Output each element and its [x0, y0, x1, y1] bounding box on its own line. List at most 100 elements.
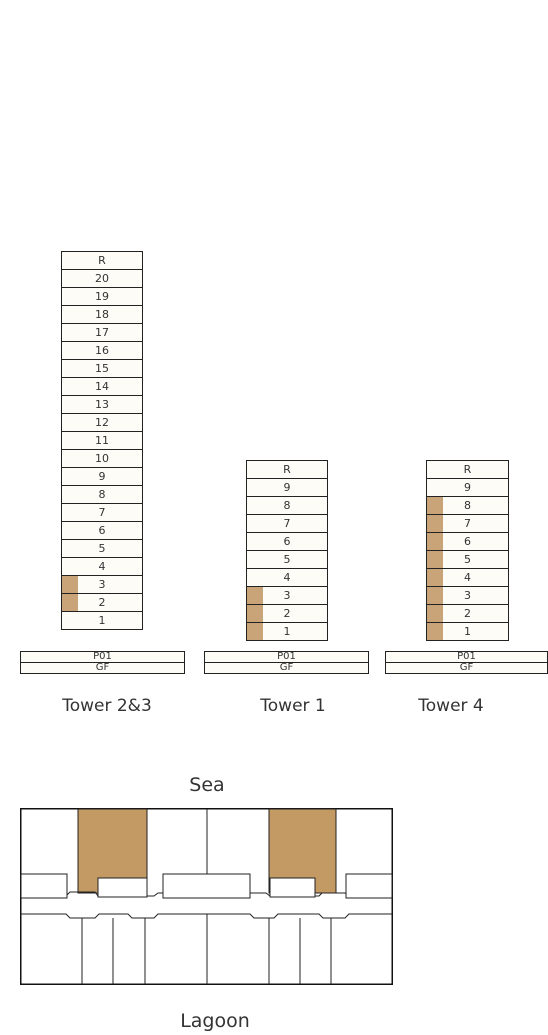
floor-label: 14 — [95, 380, 109, 393]
floor-20: 20 — [61, 269, 143, 288]
tower-label: Tower 4 — [418, 696, 484, 716]
floor-13: 13 — [61, 395, 143, 414]
floor-label: 8 — [464, 499, 471, 512]
block-2 — [97, 877, 148, 898]
floor-8: 8 — [426, 496, 509, 515]
floor-9: 9 — [246, 478, 328, 497]
floor-r: R — [246, 460, 328, 479]
floor-label: 2 — [283, 607, 291, 620]
floor-18: 18 — [61, 305, 143, 324]
floor-label: 6 — [464, 535, 471, 548]
floor-5: 5 — [426, 550, 509, 569]
highlight-marker — [427, 605, 443, 622]
floor-label: 8 — [98, 488, 106, 501]
floor-2: 2 — [61, 593, 143, 612]
floor-label: R — [98, 254, 106, 267]
level-gf: GF — [385, 662, 548, 674]
floor-4: 4 — [426, 568, 509, 587]
tower-label: Tower 1 — [260, 696, 326, 716]
floor-4: 4 — [246, 568, 328, 587]
floor-10: 10 — [61, 449, 143, 468]
highlight-marker — [62, 594, 78, 611]
block-5 — [345, 873, 393, 899]
floor-3: 3 — [61, 575, 143, 594]
block-1 — [20, 873, 68, 899]
floor-11: 11 — [61, 431, 143, 450]
highlight-marker — [427, 569, 443, 586]
floor-plan — [20, 808, 393, 985]
floor-label: 3 — [98, 578, 106, 591]
floor-4: 4 — [61, 557, 143, 576]
floor-label: R — [463, 463, 472, 476]
floor-2: 2 — [426, 604, 509, 623]
highlight-marker — [247, 587, 263, 604]
floor-label: 3 — [464, 589, 471, 602]
floor-label: 19 — [95, 290, 109, 303]
floor-label: 2 — [98, 596, 106, 609]
floor-label: 5 — [98, 542, 106, 555]
highlight-marker — [427, 497, 443, 514]
highlight-marker — [427, 623, 443, 640]
plan-top-label: Sea — [189, 774, 225, 796]
floor-label: 5 — [283, 553, 291, 566]
floor-6: 6 — [61, 521, 143, 540]
floor-label: 7 — [464, 517, 471, 530]
floor-label: 16 — [95, 344, 109, 357]
floor-15: 15 — [61, 359, 143, 378]
floor-8: 8 — [246, 496, 328, 515]
floor-16: 16 — [61, 341, 143, 360]
floor-8: 8 — [61, 485, 143, 504]
floor-label: 4 — [98, 560, 106, 573]
floor-label: 18 — [95, 308, 109, 321]
floor-7: 7 — [426, 514, 509, 533]
tower-label: Tower 2&3 — [62, 696, 152, 716]
floor-label: 13 — [95, 398, 109, 411]
corridor-bottom-wall — [21, 913, 392, 919]
floor-9: 9 — [426, 478, 509, 497]
level-gf: GF — [20, 662, 185, 674]
floor-label: 4 — [283, 571, 291, 584]
highlight-marker — [62, 576, 78, 593]
floor-label: 2 — [464, 607, 471, 620]
floor-3: 3 — [246, 586, 328, 605]
floor-1: 1 — [61, 611, 143, 630]
level-gf: GF — [204, 662, 369, 674]
floor-12: 12 — [61, 413, 143, 432]
floor-6: 6 — [426, 532, 509, 551]
floor-1: 1 — [426, 622, 509, 641]
floor-label: 15 — [95, 362, 109, 375]
floor-1: 1 — [246, 622, 328, 641]
floor-17: 17 — [61, 323, 143, 342]
plan-bottom-label: Lagoon — [180, 1010, 250, 1032]
floor-label: R — [283, 463, 291, 476]
floor-label: 11 — [95, 434, 109, 447]
floor-label: 4 — [464, 571, 471, 584]
floor-label: 9 — [464, 481, 471, 494]
block-4 — [269, 877, 316, 898]
floor-label: 12 — [95, 416, 109, 429]
floor-label: 6 — [98, 524, 106, 537]
floor-7: 7 — [246, 514, 328, 533]
floor-label: 5 — [464, 553, 471, 566]
floor-label: 6 — [283, 535, 291, 548]
floor-6: 6 — [246, 532, 328, 551]
floor-label: 9 — [283, 481, 291, 494]
highlight-marker — [247, 623, 263, 640]
floor-r: R — [426, 460, 509, 479]
floor-label: 9 — [98, 470, 106, 483]
highlight-marker — [427, 587, 443, 604]
floor-2: 2 — [246, 604, 328, 623]
floor-label: 8 — [283, 499, 291, 512]
floor-label: 1 — [464, 625, 471, 638]
floor-label: 20 — [95, 272, 109, 285]
highlight-marker — [427, 533, 443, 550]
floor-label: 7 — [283, 517, 291, 530]
floor-19: 19 — [61, 287, 143, 306]
floor-label: 1 — [283, 625, 291, 638]
highlight-marker — [427, 515, 443, 532]
block-3 — [162, 873, 251, 899]
floor-5: 5 — [61, 539, 143, 558]
floor-label: 17 — [95, 326, 109, 339]
floor-7: 7 — [61, 503, 143, 522]
floor-5: 5 — [246, 550, 328, 569]
